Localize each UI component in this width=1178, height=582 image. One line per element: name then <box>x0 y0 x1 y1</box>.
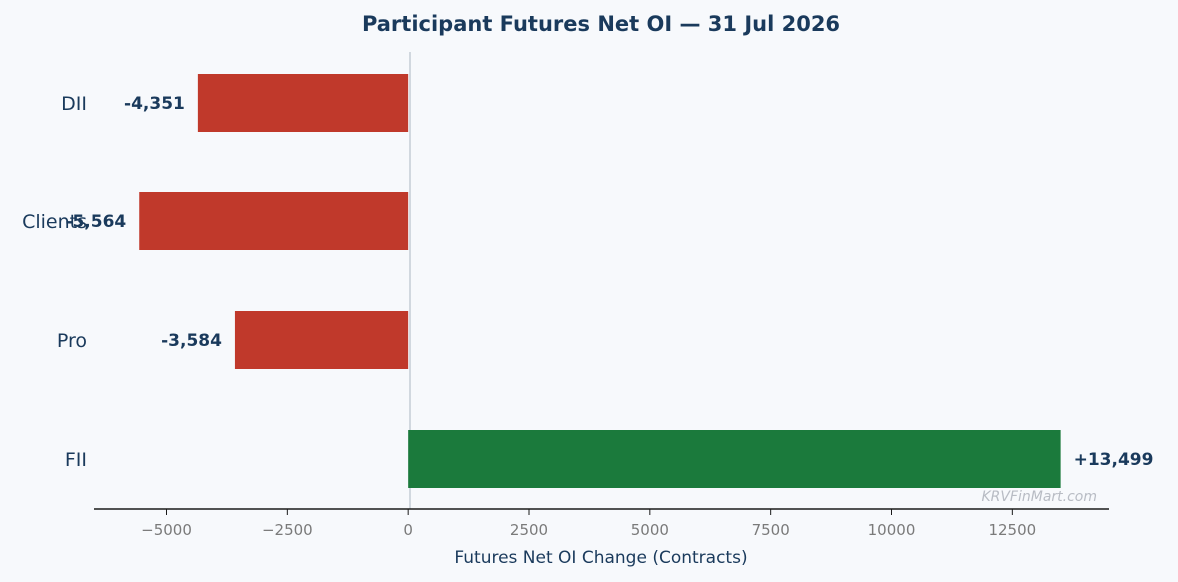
bar-clients <box>139 192 409 250</box>
bar-fii <box>408 430 1061 488</box>
bars-group <box>139 74 1061 488</box>
labels-group: FII +13,499 Pro -3,584 Clients-5,564 DII -4,35… <box>22 93 1153 471</box>
value-label-clients: -5,564 <box>65 212 126 232</box>
x-tick-label: 10000 <box>868 521 916 539</box>
watermark: KRVFinMart.com <box>981 489 1097 505</box>
value-label-dii: -4,351 <box>124 94 185 114</box>
value-label-fii: +13,499 <box>1074 450 1154 470</box>
category-label-clients: Clients <box>22 211 87 233</box>
value-label-pro: -3,584 <box>161 331 222 351</box>
x-tick-label: 2500 <box>510 521 548 539</box>
x-tick-label: −5000 <box>141 521 192 539</box>
bar-dii <box>197 74 409 132</box>
x-ticks-group: −5000 −2500 0 2500 5000 7500 10000 12500 <box>141 509 1036 539</box>
x-axis-label: Futures Net OI Change (Contracts) <box>454 548 747 568</box>
bar-pro <box>234 311 409 369</box>
x-tick-label: −2500 <box>262 521 313 539</box>
x-tick-label: 0 <box>403 521 413 539</box>
category-label-pro: Pro <box>57 330 87 352</box>
category-label-dii: DII <box>61 93 87 115</box>
x-tick-label: 7500 <box>752 521 790 539</box>
chart-title: Participant Futures Net OI — 31 Jul 2026 <box>362 12 840 36</box>
x-tick-label: 12500 <box>988 521 1036 539</box>
x-tick-label: 5000 <box>631 521 669 539</box>
category-label-fii: FII <box>65 449 87 471</box>
